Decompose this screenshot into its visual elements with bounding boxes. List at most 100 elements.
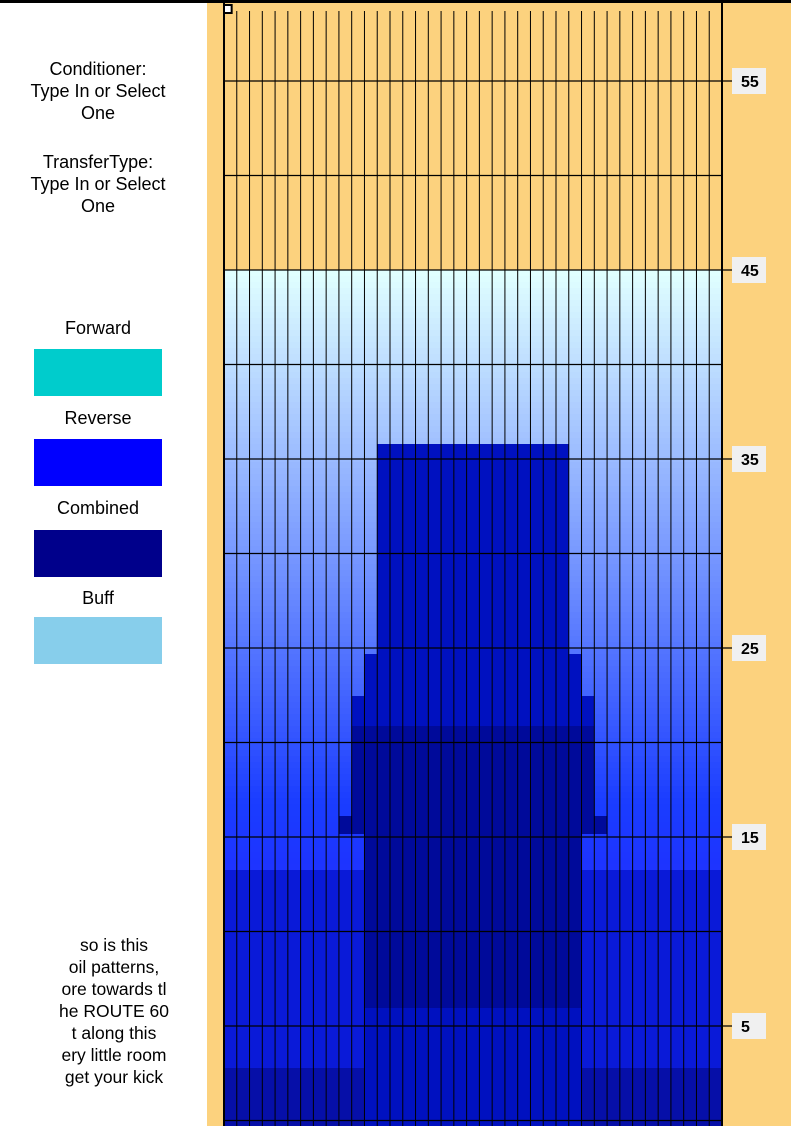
oil-core-band (390, 840, 556, 847)
oil-core-band (390, 816, 556, 823)
distance-tick-bg (732, 824, 766, 850)
oil-center-band (364, 1110, 582, 1117)
transfer-type-label[interactable]: TransferType: Type In or Select One (2, 151, 194, 217)
top-rule (0, 0, 791, 3)
oil-center-band (377, 516, 569, 523)
description-line: oil patterns, (68, 957, 160, 977)
oil-band (224, 276, 722, 283)
oil-center-band (377, 624, 569, 631)
oil-core-band (390, 828, 556, 835)
oil-core-band (390, 780, 556, 787)
conditioner-label-line: Conditioner: (49, 59, 147, 79)
oil-center-band (377, 576, 569, 583)
oil-band (224, 318, 722, 325)
oil-core-band (390, 744, 556, 751)
transfer-type-label-line: One (80, 196, 116, 216)
oil-band (224, 336, 722, 343)
oil-band (224, 354, 722, 361)
oil-center-band (377, 468, 569, 475)
oil-center-band (364, 1032, 582, 1039)
oil-core-band (390, 798, 556, 805)
oil-center-band (364, 1014, 582, 1021)
oil-core-band (390, 966, 556, 973)
distance-tick-bg (732, 635, 766, 661)
oil-band (224, 408, 722, 415)
oil-core-band (390, 948, 556, 955)
oil-center-band (364, 1008, 582, 1015)
oil-center-band (377, 618, 569, 625)
left-panel: Conditioner: Type In or Select One Trans… (0, 3, 212, 1126)
oil-core-band (390, 918, 556, 925)
oil-core-band (390, 888, 556, 895)
oil-core-band (390, 762, 556, 769)
oil-center-band (364, 1062, 582, 1069)
conditioner-label[interactable]: Conditioner: Type In or Select One (2, 58, 194, 124)
distance-tick-label: 5 (741, 1019, 750, 1036)
oil-center-band (364, 1020, 582, 1027)
distance-tick-label: 55 (741, 74, 759, 91)
oil-core-band (390, 894, 556, 901)
oil-band (224, 312, 722, 319)
legend-buff-label: Buff (82, 588, 114, 608)
oil-center-band (364, 1086, 582, 1093)
oil-center-band (377, 546, 569, 553)
oil-core-band (390, 924, 556, 931)
legend-buff-swatch (34, 617, 162, 664)
oil-core-band (390, 774, 556, 781)
oil-band (224, 432, 722, 439)
oil-core-band (390, 960, 556, 967)
oil-center-band (364, 660, 582, 667)
oil-center-band (364, 1116, 582, 1123)
legend-reverse-label: Reverse (64, 408, 132, 428)
oil-core-band (390, 930, 556, 937)
oil-band (224, 390, 722, 397)
oil-center-band (364, 1050, 582, 1057)
oil-core-band (390, 978, 556, 985)
oil-core-band (390, 852, 556, 859)
oil-center-band (351, 696, 595, 703)
oil-center-band (377, 636, 569, 643)
oil-center-band (377, 498, 569, 505)
oil-center-band (377, 642, 569, 649)
oil-center-band (364, 678, 582, 685)
oil-center-band (377, 504, 569, 511)
oil-band (224, 282, 722, 289)
board-marker (223, 4, 233, 14)
oil-core-band (390, 750, 556, 757)
description-line: t along this (71, 1023, 157, 1043)
distance-tick-label: 45 (741, 263, 759, 280)
oil-core-band (390, 768, 556, 775)
oil-core-band (390, 804, 556, 811)
description-line: get your kick (64, 1067, 164, 1087)
oil-center-band (377, 540, 569, 547)
distance-tick-label: 25 (741, 641, 759, 658)
oil-band (224, 366, 722, 373)
oil-center-band (351, 720, 595, 727)
oil-center-band (377, 648, 569, 655)
oil-center-band (364, 1038, 582, 1045)
oil-core-band (390, 822, 556, 829)
oil-core-band (390, 726, 556, 733)
oil-center-band (364, 1056, 582, 1063)
oil-band (224, 360, 722, 367)
oil-core-band (390, 810, 556, 817)
oil-core-band (390, 732, 556, 739)
oil-core-band (390, 972, 556, 979)
oil-center-band (377, 606, 569, 613)
legend-combined-label: Combined (56, 498, 140, 518)
oil-center-band (364, 1068, 582, 1075)
oil-core-band (390, 870, 556, 877)
oil-center-band (364, 1122, 582, 1126)
oil-center-band (364, 1026, 582, 1033)
oil-band (224, 438, 722, 445)
oil-center-band (377, 600, 569, 607)
oil-core-band (390, 996, 556, 1003)
oil-band (224, 306, 722, 313)
oil-band (224, 288, 722, 295)
oil-center-band (377, 462, 569, 469)
description-line: he ROUTE 60 (59, 1001, 169, 1021)
oil-band (224, 420, 722, 427)
oil-band (224, 330, 722, 337)
oil-band (224, 342, 722, 349)
legend-forward-swatch (34, 349, 162, 396)
